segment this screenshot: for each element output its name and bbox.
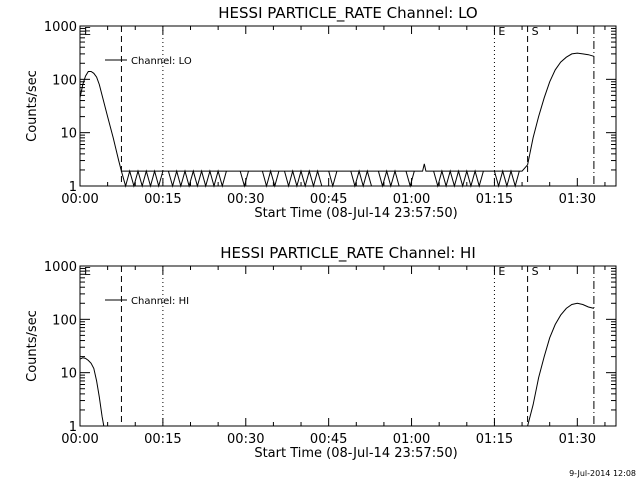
series-noise — [328, 170, 338, 188]
x-tick-label: 01:00 — [393, 192, 430, 207]
panel-hi: HESSI PARTICLE_RATE Channel: HI 1 10 100 100… — [25, 244, 617, 461]
series-line — [79, 357, 105, 427]
time-marker-label: E — [84, 265, 91, 278]
chart-title: HESSI PARTICLE_RATE Channel: LO — [218, 4, 477, 23]
series-noise — [284, 169, 323, 188]
legend-label: Channel: LO — [131, 56, 192, 67]
chart-title: HESSI PARTICLE_RATE Channel: HI — [220, 244, 476, 263]
y-axis-label: Counts/sec — [25, 310, 40, 382]
series-noise — [261, 169, 280, 188]
x-axis-label: Start Time (08-Jul-14 23:57:50) — [254, 446, 457, 461]
series-noise — [405, 170, 415, 188]
y-tick-label: 1 — [69, 180, 77, 195]
series-line — [79, 52, 595, 172]
time-marker-label: S — [532, 25, 539, 38]
series-noise — [167, 169, 227, 188]
series-noise — [433, 169, 484, 188]
y-tick-label: 1000 — [44, 20, 77, 35]
x-tick-label: 01:15 — [476, 432, 513, 447]
x-tick-label: 00:45 — [310, 432, 347, 447]
panel-lo: HESSI PARTICLE_RATE Channel: LO 1 10 100 100… — [25, 4, 617, 221]
x-axis-label: Start Time (08-Jul-14 23:57:50) — [254, 206, 457, 221]
y-axis-label: Counts/sec — [25, 70, 40, 142]
time-marker-label: E — [84, 25, 91, 38]
x-tick-label: 00:15 — [144, 192, 181, 207]
series-noise — [239, 170, 249, 188]
x-tick-label: 00:00 — [61, 192, 98, 207]
x-tick-label: 00:30 — [227, 192, 264, 207]
y-tick-label: 1 — [69, 420, 77, 435]
y-tick-label: 10 — [60, 127, 77, 142]
y-tick-label: 100 — [52, 313, 77, 328]
x-tick-label: 01:30 — [559, 432, 596, 447]
series-noise — [377, 169, 400, 188]
x-tick-label: 01:00 — [393, 432, 430, 447]
y-tick-label: 1000 — [44, 260, 77, 275]
x-tick-label: 01:15 — [476, 192, 513, 207]
y-tick-label: 10 — [60, 367, 77, 382]
x-tick-label: 00:30 — [227, 432, 264, 447]
x-tick-label: 00:15 — [144, 432, 181, 447]
x-tick-label: 00:45 — [310, 192, 347, 207]
x-tick-label: 01:30 — [559, 192, 596, 207]
series-noise — [350, 169, 372, 188]
time-marker-label: E — [498, 265, 505, 278]
time-marker-label: E — [498, 25, 505, 38]
time-marker-label: S — [532, 265, 539, 278]
series-noise — [120, 169, 164, 188]
y-tick-label: 100 — [52, 73, 77, 88]
series-noise — [493, 169, 520, 188]
plot-timestamp: 9-Jul-2014 12:08 — [569, 469, 636, 478]
series-line — [527, 302, 595, 427]
plot-frame — [79, 265, 617, 427]
plot-frame — [79, 25, 617, 187]
legend-label: Channel: HI — [131, 296, 189, 307]
x-tick-label: 00:00 — [61, 432, 98, 447]
